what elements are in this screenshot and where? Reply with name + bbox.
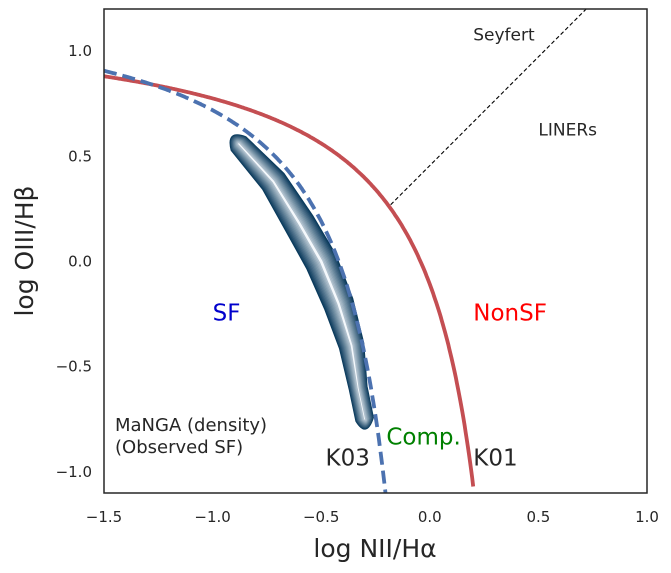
axis-ticks: −1.5 −1.0 −0.5 0.0 0.5 1.0 1.0 0.5 0.0 −0.5 −1.0 — [56, 42, 659, 526]
density-contour — [234, 139, 369, 424]
annotation-liners: LINERs — [538, 120, 597, 140]
x-tick-label: 1.0 — [635, 508, 659, 526]
annotation-seyfert: Seyfert — [473, 26, 535, 46]
k01-curve — [104, 74, 476, 487]
annotations: Seyfert LINERs SF NonSF Comp. K03 K01 — [213, 26, 598, 472]
plot-background — [104, 9, 647, 493]
density-contour — [236, 141, 367, 422]
density-contour — [234, 139, 370, 425]
x-tick-label: −1.0 — [194, 508, 230, 526]
y-tick-label: −1.0 — [56, 463, 92, 481]
y-tick-label: 1.0 — [68, 42, 92, 60]
density-contour — [235, 140, 368, 423]
annotation-nonsf: NonSF — [473, 300, 547, 326]
x-tick-label: 0.0 — [418, 508, 442, 526]
demarcation-curves — [104, 9, 587, 493]
liner-curve — [390, 9, 587, 206]
y-axis-title: log OIII/Hβ — [10, 185, 39, 316]
annotation-sf: SF — [213, 300, 241, 326]
x-axis-title: log NII/Hα — [313, 534, 436, 563]
x-tick-label: −1.5 — [86, 508, 122, 526]
density-contour — [236, 141, 368, 422]
x-tick-label: 0.5 — [526, 508, 550, 526]
x-tick-label: −0.5 — [303, 508, 339, 526]
plot-frame — [103, 8, 648, 494]
density-contours — [229, 134, 374, 430]
density-sublabel: (Observed SF) — [115, 437, 243, 458]
density-label: MaNGA (density) — [115, 415, 267, 436]
k03-curve — [104, 68, 388, 493]
y-tick-label: 0.0 — [68, 253, 92, 271]
annotation-k03: K03 — [326, 446, 370, 472]
density-legend: MaNGA (density) (Observed SF) — [115, 415, 267, 458]
annotation-k01: K01 — [473, 446, 517, 472]
y-tick-label: 0.5 — [68, 147, 92, 165]
annotation-comp: Comp. — [386, 425, 460, 451]
y-tick-label: −0.5 — [56, 358, 92, 376]
